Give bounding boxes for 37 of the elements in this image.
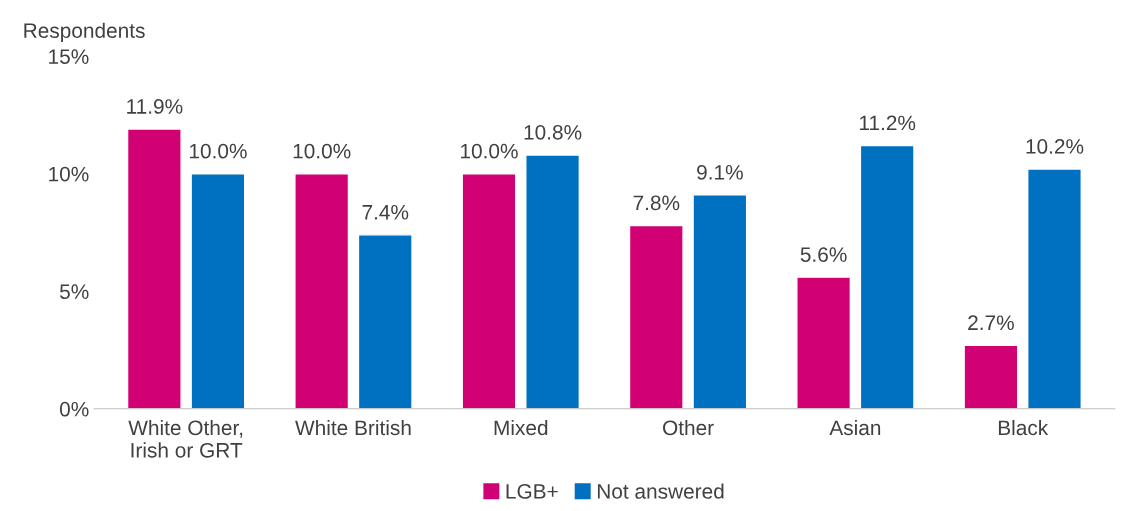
x-tick-label: Other bbox=[663, 419, 714, 436]
bar bbox=[357, 234, 413, 409]
legend-label: Not answered bbox=[597, 483, 724, 499]
data-label: 9.1% bbox=[697, 164, 743, 180]
bar bbox=[525, 154, 581, 409]
y-tick-label: 0% bbox=[59, 401, 89, 417]
data-label: 11.2% bbox=[860, 115, 916, 131]
x-tick-label: Asian bbox=[829, 419, 881, 436]
y-axis-title: Respondents bbox=[24, 22, 145, 43]
data-label: 5.6% bbox=[800, 247, 847, 262]
data-label: 10.0% bbox=[461, 143, 518, 159]
bar bbox=[859, 144, 915, 409]
bar bbox=[963, 344, 1019, 409]
data-label: 10.2% bbox=[1026, 139, 1084, 154]
bar bbox=[461, 173, 517, 409]
data-label: 10.8% bbox=[524, 124, 582, 140]
x-tick-label: White Other, Irish or GRT bbox=[128, 419, 243, 458]
data-label: 10.0% bbox=[293, 143, 351, 159]
bar bbox=[294, 173, 350, 409]
data-label: 7.8% bbox=[633, 195, 680, 211]
data-label: 7.4% bbox=[362, 204, 409, 220]
data-label: 2.7% bbox=[968, 315, 1014, 331]
bar bbox=[126, 128, 182, 409]
bar bbox=[796, 276, 852, 409]
x-tick-label: Black bbox=[998, 419, 1049, 436]
data-label: 11.9% bbox=[127, 99, 183, 114]
data-label: 10.0% bbox=[189, 143, 247, 159]
y-tick-label: 15% bbox=[49, 49, 89, 64]
bar bbox=[692, 194, 748, 409]
bar bbox=[628, 224, 684, 409]
y-tick-label: 5% bbox=[59, 284, 89, 300]
x-tick-label: Mixed bbox=[494, 419, 548, 436]
legend-label: LGB+ bbox=[506, 484, 558, 499]
bar bbox=[190, 173, 246, 409]
y-tick-label: 10% bbox=[49, 166, 89, 182]
x-tick-label: White British bbox=[295, 419, 411, 436]
bar bbox=[1027, 168, 1082, 409]
